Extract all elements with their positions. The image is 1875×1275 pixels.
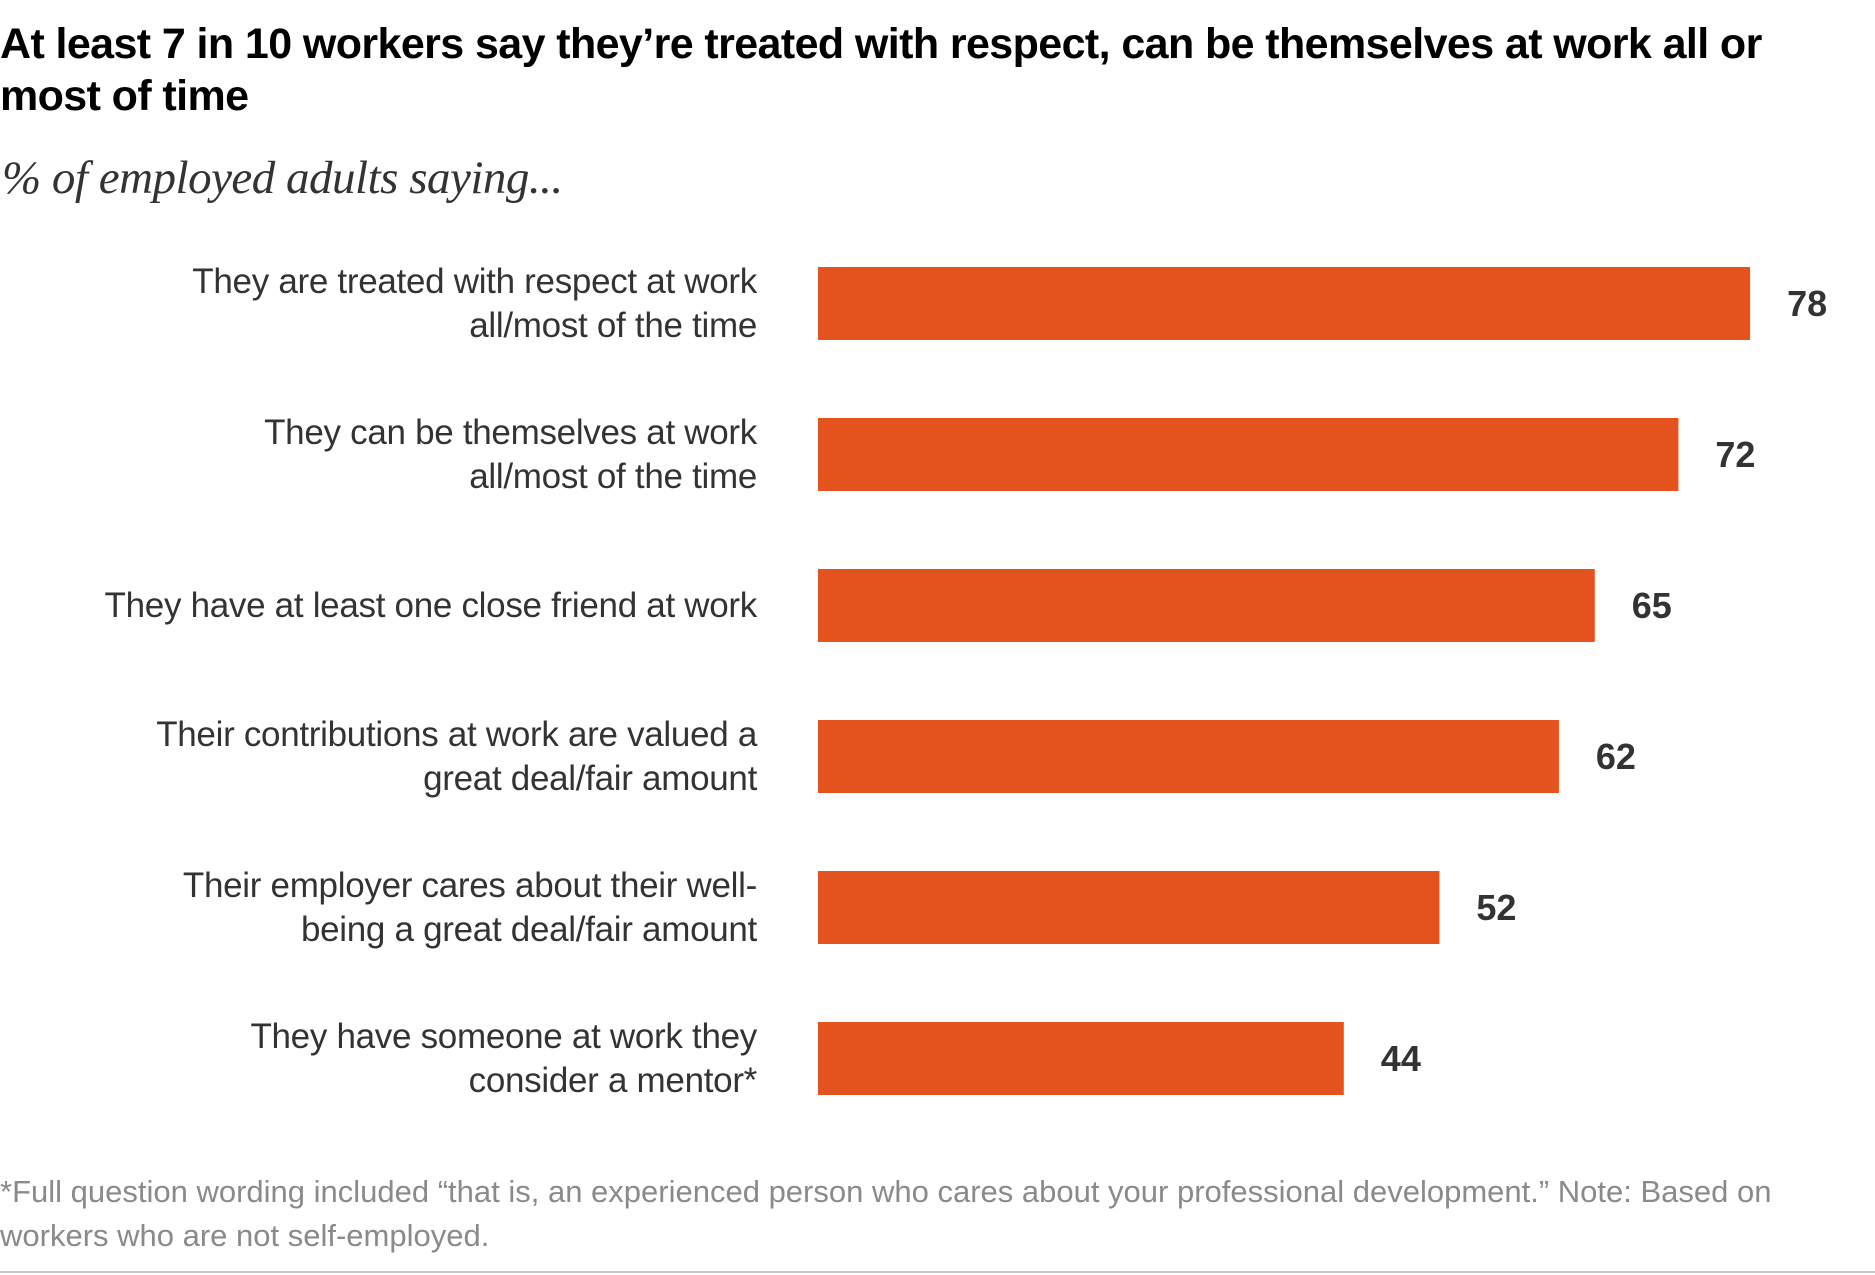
category-label-line: consider a mentor* <box>469 1061 758 1100</box>
category-label-line: They have at least one close friend at w… <box>105 586 758 625</box>
category-label-line: being a great deal/fair amount <box>301 910 758 949</box>
category-label-line: great deal/fair amount <box>423 759 757 798</box>
category-label-3: Their contributions at work are valued a… <box>156 715 758 798</box>
bar-3 <box>818 720 1559 793</box>
category-label-2: They have at least one close friend at w… <box>105 586 758 625</box>
chart-subtitle: % of employed adults saying... <box>2 152 563 204</box>
bar-chart: 78 They are treated with respect at work a… <box>105 262 1828 1100</box>
category-label-4: Their employer cares about their well-be… <box>183 866 758 949</box>
bottom-divider <box>0 1271 1875 1273</box>
bar-4 <box>818 871 1440 944</box>
category-label-line: They are treated with respect at work <box>192 262 758 301</box>
category-label-line: Their employer cares about their well- <box>183 866 757 905</box>
category-label-line: all/most of the time <box>469 457 757 496</box>
value-label-2: 65 <box>1632 585 1672 626</box>
value-label-0: 78 <box>1787 283 1827 324</box>
bar-0 <box>818 267 1751 340</box>
bar-2 <box>818 569 1595 642</box>
category-label-line: They have someone at work they <box>250 1017 757 1056</box>
category-label-line: Their contributions at work are valued a <box>156 715 758 754</box>
value-label-3: 62 <box>1596 736 1636 777</box>
category-label-1: They can be themselves at work all/most o… <box>264 413 758 496</box>
value-label-1: 72 <box>1715 434 1755 475</box>
category-label-5: They have someone at work they consider a… <box>250 1017 757 1100</box>
value-label-4: 52 <box>1476 887 1516 928</box>
chart-title: At least 7 in 10 workers say they’re tre… <box>0 20 1762 120</box>
category-label-0: They are treated with respect at work all… <box>192 262 758 345</box>
category-label-line: They can be themselves at work <box>264 413 758 452</box>
value-label-5: 44 <box>1381 1038 1421 1079</box>
footnote: *Full question wording included “that is… <box>0 1174 1772 1253</box>
bar-5 <box>818 1022 1344 1095</box>
bar-1 <box>818 418 1679 491</box>
category-label-line: all/most of the time <box>469 306 757 345</box>
